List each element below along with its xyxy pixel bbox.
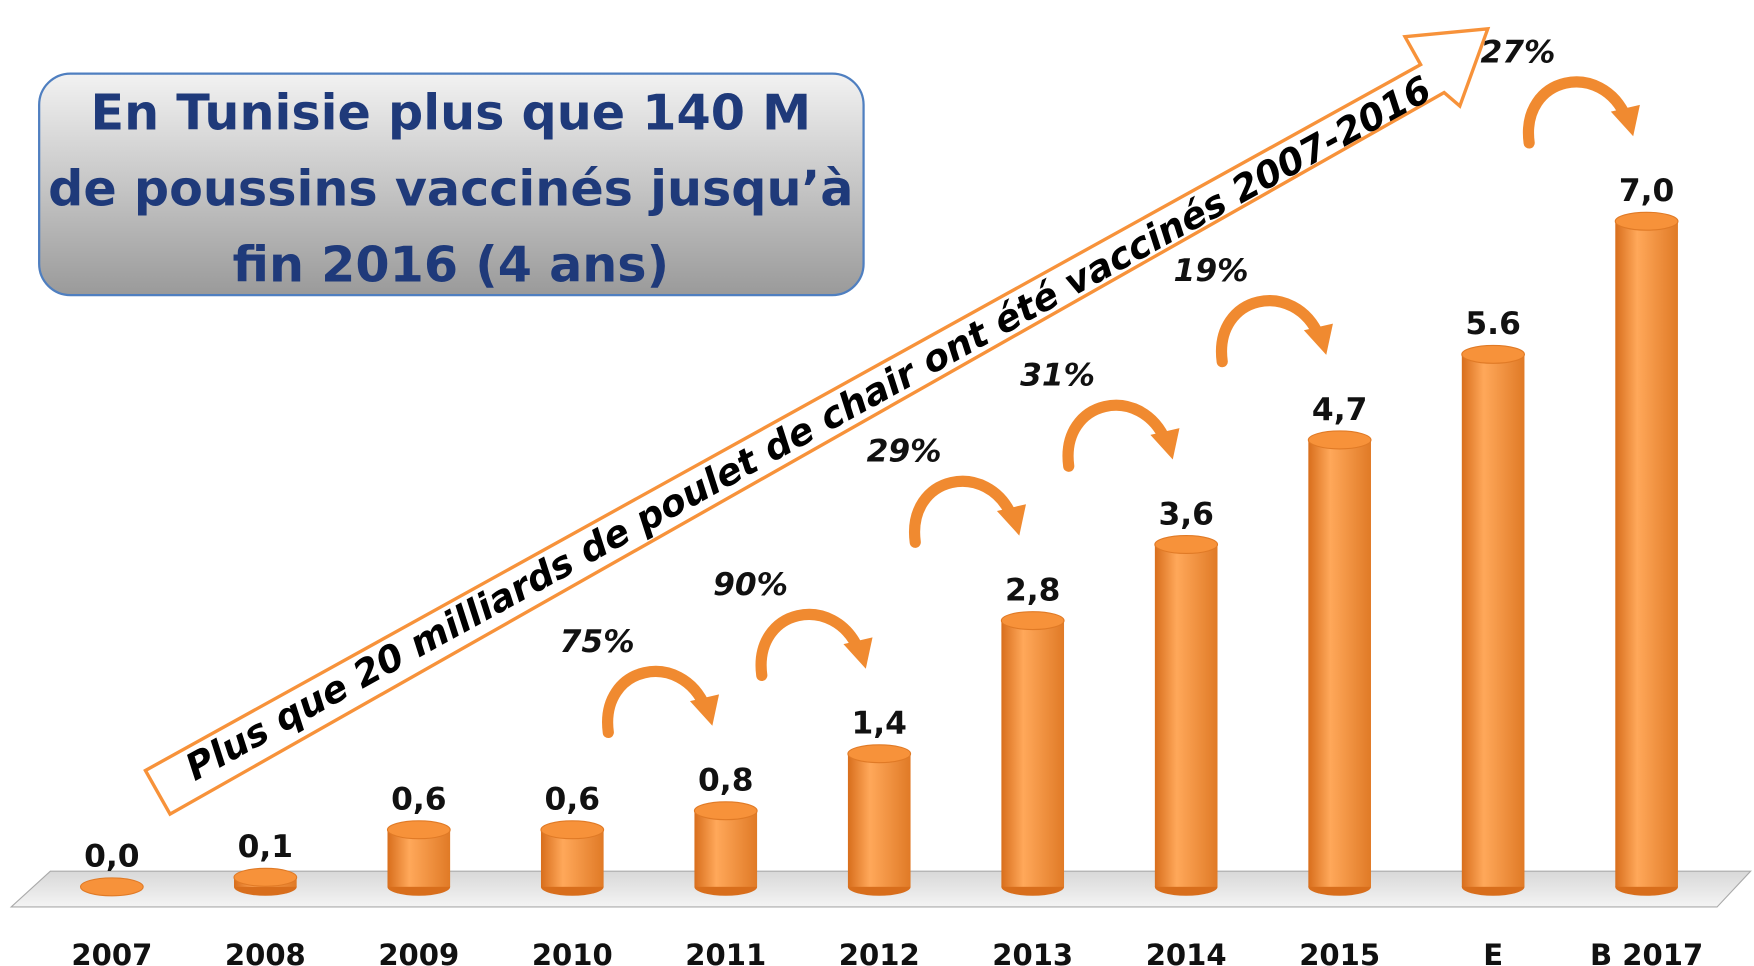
bar: [1154, 544, 1218, 887]
growth-label: 90%: [713, 567, 788, 603]
growth-arrow-head: [1150, 428, 1180, 460]
growth-arrow: [909, 475, 1019, 548]
x-tick-label: B 2017: [1590, 938, 1703, 966]
growth-label: 27%: [1480, 34, 1555, 70]
chart-title: En Tunisie plus que 140 M: [91, 84, 812, 142]
bar: [847, 753, 911, 887]
data-label: 4,7: [1312, 392, 1367, 428]
x-tick-label: 2011: [685, 938, 766, 966]
growth-arrow-head: [996, 504, 1027, 536]
growth-label: 19%: [1174, 253, 1249, 289]
growth-arrow: [602, 665, 712, 739]
bar: [1001, 620, 1065, 887]
big-arrow: [143, 26, 1491, 817]
data-label: 3,6: [1158, 496, 1213, 532]
bar-cap: [79, 877, 144, 897]
data-label: 0,0: [84, 839, 139, 875]
x-tick-label: 2010: [532, 938, 613, 966]
x-tick-label: 2007: [71, 938, 152, 966]
x-tick-label: 2013: [992, 938, 1073, 966]
bar-cap: [540, 820, 605, 840]
growth-arrow-head: [689, 694, 720, 726]
bar: [1615, 221, 1678, 887]
x-tick-label: 2009: [378, 938, 459, 966]
bar-cap: [1307, 430, 1372, 450]
data-label: 5.6: [1465, 306, 1520, 342]
growth-label: 29%: [867, 434, 942, 470]
x-tick-label: E: [1483, 938, 1503, 966]
data-label: 2,8: [1005, 572, 1060, 608]
x-tick-label: 2015: [1299, 938, 1380, 966]
bar-cap: [1614, 211, 1679, 231]
data-label: 1,4: [851, 706, 906, 742]
x-tick-label: 2008: [225, 938, 306, 966]
bar: [1308, 439, 1371, 887]
bar-cap: [693, 801, 758, 821]
title-box: [38, 72, 865, 297]
data-label: 0,6: [545, 782, 600, 818]
growth-arrow: [1215, 295, 1326, 368]
data-label: 0,1: [238, 829, 293, 865]
bar: [387, 829, 451, 887]
x-tick-label: 2012: [839, 938, 920, 966]
bar-cap: [1154, 535, 1219, 555]
growth-arrow: [1522, 76, 1633, 149]
data-label: 0,6: [391, 782, 446, 818]
chart-title: fin 2016 (4 ans): [233, 236, 670, 294]
data-label: 0,8: [698, 763, 753, 799]
data-label: 7,0: [1619, 173, 1674, 209]
bar-cap: [386, 820, 451, 840]
x-tick-label: 2014: [1146, 938, 1227, 966]
growth-arrow-head: [1303, 323, 1333, 355]
growth-arrow-head: [1610, 104, 1640, 137]
growth-arrow-head: [843, 637, 873, 669]
growth-arrow: [1062, 399, 1172, 472]
growth-label: 31%: [1020, 358, 1095, 394]
bar: [694, 810, 758, 887]
chart-title: de poussins vaccinés jusqu’à: [48, 160, 853, 218]
bar-cap: [847, 744, 912, 764]
bar-cap: [1461, 344, 1526, 364]
bar-cap: [1000, 611, 1065, 631]
growth-label: 75%: [560, 624, 635, 660]
growth-arrow: [755, 608, 865, 681]
bar-cap: [233, 867, 298, 887]
bar: [1461, 354, 1525, 887]
